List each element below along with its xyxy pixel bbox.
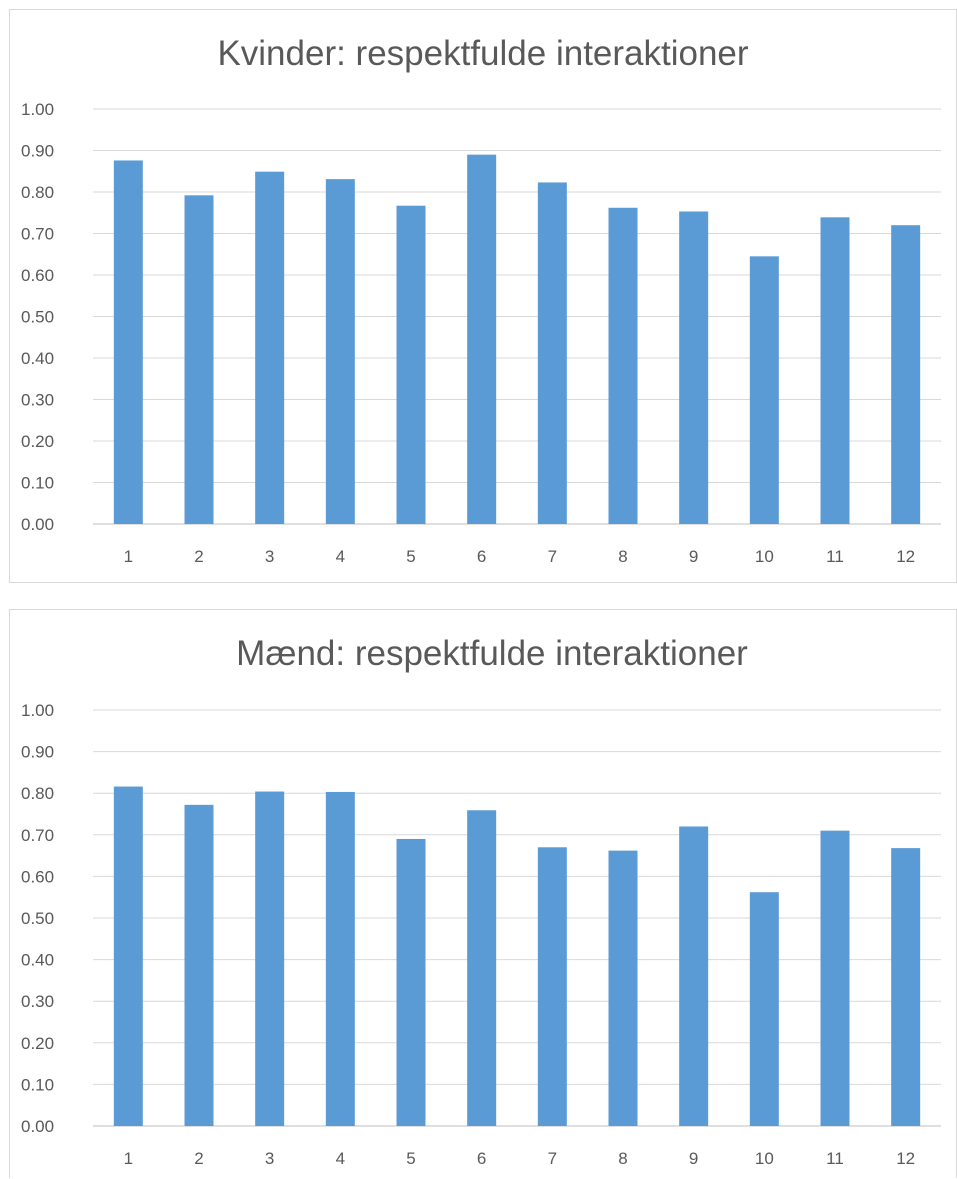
x-tick-label: 4: [336, 547, 345, 566]
bar: [113, 786, 143, 1126]
y-tick-label: 0.60: [21, 266, 54, 285]
x-tick-label: 8: [618, 547, 627, 566]
y-tick-label: 0.40: [21, 349, 54, 368]
bar: [891, 848, 921, 1126]
y-tick-label: 0.40: [21, 951, 54, 970]
y-tick-label: 0.90: [21, 142, 54, 161]
y-tick-label: 1.00: [21, 100, 54, 119]
x-tick-label: 3: [265, 547, 274, 566]
y-tick-label: 0.30: [21, 391, 54, 410]
y-tick-label: 0.50: [21, 308, 54, 327]
chart-panel-men: Mænd: respektfulde interaktioner 0.00 0.1…: [9, 609, 957, 1178]
bar: [396, 205, 426, 524]
bar: [608, 850, 638, 1126]
y-tick-label: 0.00: [21, 1117, 54, 1136]
x-tick-label: 8: [618, 1149, 627, 1168]
y-tick-label: 0.20: [21, 432, 54, 451]
bar: [891, 225, 921, 524]
chart-title: Kvinder: respektfulde interaktioner: [217, 34, 748, 73]
chart-title: Mænd: respektfulde interaktioner: [236, 634, 748, 673]
x-tick-label: 1: [124, 547, 133, 566]
chart-panel-women: Kvinder: respektfulde interaktioner 0.00…: [9, 9, 957, 583]
bar: [679, 211, 709, 524]
bar: [396, 838, 426, 1126]
y-tick-label: 0.10: [21, 1075, 54, 1094]
x-tick-label: 12: [896, 547, 915, 566]
bar: [467, 810, 497, 1126]
x-tick-label: 7: [548, 547, 557, 566]
bar: [749, 256, 779, 524]
x-tick-label: 10: [755, 1149, 774, 1168]
y-tick-label: 0.20: [21, 1034, 54, 1053]
bar: [608, 207, 638, 524]
bar: [184, 195, 214, 524]
x-tick-label: 1: [124, 1149, 133, 1168]
x-tick-label: 5: [406, 547, 415, 566]
bar: [325, 179, 355, 524]
bar: [325, 791, 355, 1126]
bar: [255, 171, 285, 525]
x-tick-label: 7: [548, 1149, 557, 1168]
x-tick-label: 2: [194, 547, 203, 566]
x-tick-label: 9: [689, 547, 698, 566]
bar: [679, 826, 709, 1126]
x-tick-label: 5: [406, 1149, 415, 1168]
bar: [537, 182, 567, 524]
bar: [184, 804, 214, 1126]
y-tick-label: 0.90: [21, 743, 54, 762]
y-tick-label: 0.80: [21, 183, 54, 202]
y-tick-label: 1.00: [21, 701, 54, 720]
bar: [820, 217, 850, 524]
y-tick-label: 0.50: [21, 909, 54, 928]
bar: [467, 154, 497, 524]
y-tick-label: 0.30: [21, 992, 54, 1011]
x-tick-label: 9: [689, 1149, 698, 1168]
bar: [537, 847, 567, 1126]
y-tick-label: 0.00: [21, 515, 54, 534]
y-tick-label: 0.70: [21, 826, 54, 845]
chart-svg-men: Mænd: respektfulde interaktioner 0.00 0.1…: [21, 634, 941, 1168]
x-tick-label: 12: [896, 1149, 915, 1168]
y-tick-label: 0.80: [21, 784, 54, 803]
chart-svg-women: Kvinder: respektfulde interaktioner 0.00…: [21, 34, 941, 566]
x-tick-label: 4: [336, 1149, 345, 1168]
x-tick-label: 11: [826, 1149, 844, 1168]
bar: [255, 791, 285, 1126]
x-tick-label: 3: [265, 1149, 274, 1168]
x-tick-label: 6: [477, 1149, 486, 1168]
bar: [820, 830, 850, 1126]
y-tick-label: 0.60: [21, 867, 54, 886]
y-tick-label: 0.70: [21, 225, 54, 244]
y-tick-label: 0.10: [21, 474, 54, 493]
x-tick-label: 6: [477, 547, 486, 566]
x-tick-label: 10: [755, 547, 774, 566]
bar: [113, 160, 143, 524]
x-tick-label: 11: [826, 547, 844, 566]
x-tick-label: 2: [194, 1149, 203, 1168]
bar: [749, 892, 779, 1126]
